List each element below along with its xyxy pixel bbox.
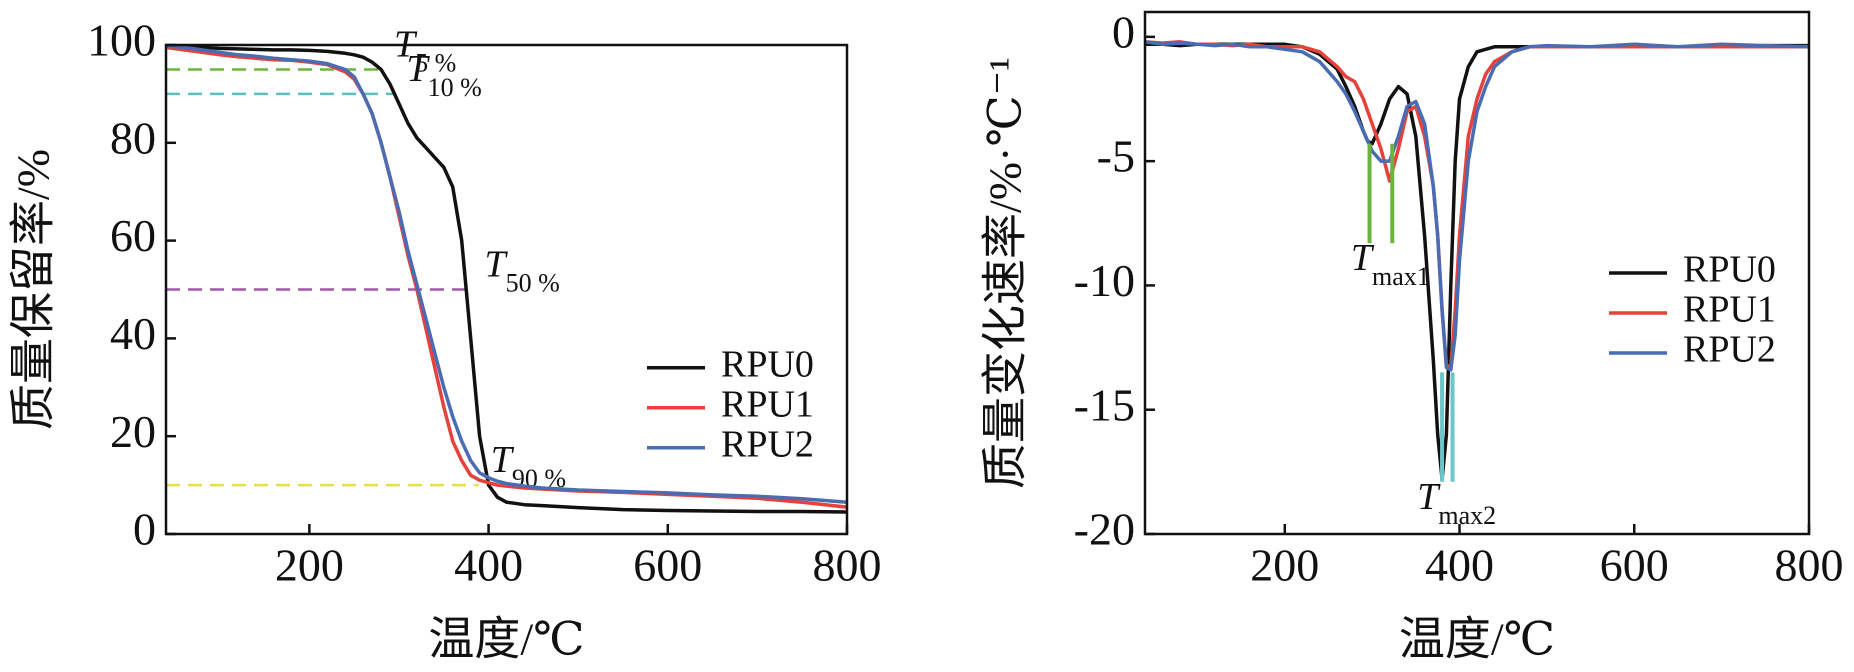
legend-label: RPU0	[721, 343, 814, 385]
y-tick-label: 20	[110, 406, 156, 457]
x-tick-label: 800	[1775, 540, 1844, 591]
annotation: T50 %	[484, 243, 559, 297]
y-axis-label: 质量保留率/%	[8, 149, 59, 430]
y-tick-label: 40	[110, 308, 156, 359]
series-line	[1144, 40, 1810, 372]
y-tick-label: 100	[87, 15, 156, 66]
annotation-symbol: T	[484, 243, 508, 285]
annotation: Tmax2	[1417, 476, 1496, 530]
annotation-subscript: 5 %	[415, 48, 456, 77]
y-tick-label: -15	[1074, 379, 1135, 430]
annotation-symbol: T	[406, 48, 430, 90]
legend-label: RPU2	[721, 423, 814, 465]
annotation-symbol: T	[491, 439, 515, 481]
annotation-subscript: 50 %	[506, 268, 560, 297]
annotation-symbol: T	[1351, 237, 1375, 279]
y-tick-label: 80	[110, 112, 156, 163]
axes-frame	[164, 43, 849, 536]
x-tick-label: 400	[1425, 540, 1494, 591]
annotation-subscript: max1	[1372, 262, 1430, 291]
x-tick-label: 600	[1600, 540, 1669, 591]
x-tick-label: 600	[633, 540, 702, 591]
legend-label: RPU0	[1683, 249, 1776, 291]
annotation-subscript: 10 %	[428, 73, 482, 102]
y-tick-label: 0	[1112, 6, 1135, 57]
series-line	[165, 44, 848, 504]
series-line	[165, 44, 848, 514]
legend-label: RPU1	[721, 383, 814, 425]
legend-label: RPU1	[1683, 289, 1776, 331]
x-tick-label: 200	[275, 540, 344, 591]
y-tick-label: -20	[1074, 504, 1135, 555]
x-tick-label: 400	[454, 540, 523, 591]
x-tick-label: 200	[1250, 540, 1319, 591]
y-tick-label: 0	[133, 504, 156, 555]
x-axis-label: 温度/℃	[428, 614, 584, 665]
legend-label: RPU2	[1683, 329, 1776, 371]
x-tick-label: 800	[813, 540, 882, 591]
x-axis-label: 温度/℃	[1399, 614, 1555, 665]
y-tick-label: -10	[1074, 255, 1135, 306]
axes-frame	[1143, 10, 1811, 536]
annotation-subscript: max2	[1438, 501, 1496, 530]
annotation: T10 %	[406, 48, 481, 102]
y-tick-label: 60	[110, 210, 156, 261]
y-tick-label: -5	[1097, 131, 1135, 182]
y-axis-label: 质量变化速率/%·℃⁻¹	[980, 57, 1031, 489]
annotation: Tmax1	[1351, 237, 1430, 291]
annotation-symbol: T	[1417, 476, 1441, 518]
